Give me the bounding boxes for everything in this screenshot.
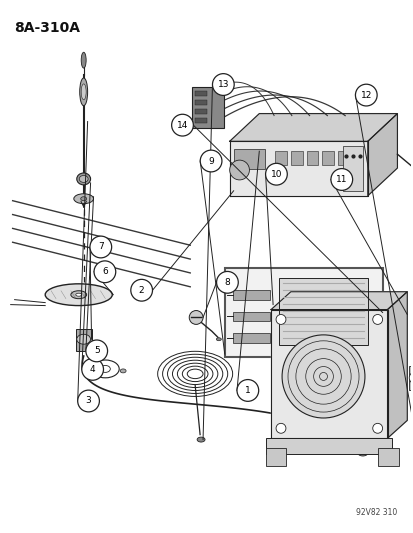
Bar [266, 438, 392, 454]
Polygon shape [387, 292, 406, 438]
Ellipse shape [76, 173, 90, 185]
Circle shape [236, 379, 258, 401]
Text: 8: 8 [224, 278, 230, 287]
Circle shape [200, 150, 221, 172]
Circle shape [90, 236, 112, 258]
Circle shape [131, 279, 152, 301]
Bar [278, 278, 367, 345]
Bar [266, 448, 285, 466]
Circle shape [330, 168, 352, 190]
Ellipse shape [71, 290, 86, 298]
Bar [408, 366, 413, 390]
Text: 12: 12 [360, 91, 371, 100]
Bar [322, 151, 333, 165]
Circle shape [281, 335, 364, 418]
Text: 14: 14 [176, 120, 188, 130]
Circle shape [82, 359, 103, 380]
Text: 2: 2 [138, 286, 144, 295]
Text: 5: 5 [94, 346, 100, 356]
Ellipse shape [45, 284, 112, 305]
Bar [377, 448, 399, 466]
Text: 6: 6 [102, 267, 107, 276]
Bar [195, 91, 206, 96]
Bar [76, 329, 91, 351]
Text: 11: 11 [335, 175, 347, 184]
Bar [192, 87, 223, 128]
Bar [195, 100, 206, 104]
Polygon shape [229, 114, 396, 141]
Circle shape [94, 261, 116, 282]
Circle shape [216, 271, 238, 293]
Circle shape [355, 84, 376, 106]
Text: 10: 10 [270, 169, 282, 179]
Bar [232, 333, 270, 343]
Bar [195, 109, 206, 114]
Bar [224, 268, 382, 357]
Ellipse shape [76, 334, 90, 344]
Text: 92V82 310: 92V82 310 [355, 508, 396, 518]
Circle shape [275, 423, 285, 433]
Text: 3: 3 [85, 397, 91, 406]
Ellipse shape [216, 338, 221, 341]
Bar [337, 151, 349, 165]
Circle shape [408, 372, 413, 384]
Circle shape [189, 311, 202, 325]
Ellipse shape [79, 175, 88, 182]
Circle shape [275, 314, 285, 325]
Text: 1: 1 [244, 386, 250, 395]
Bar [274, 151, 286, 165]
Polygon shape [367, 114, 396, 196]
Polygon shape [271, 292, 406, 310]
Text: 4: 4 [90, 365, 95, 374]
Bar [232, 311, 270, 321]
Ellipse shape [120, 369, 126, 373]
Ellipse shape [197, 437, 204, 442]
Circle shape [212, 74, 234, 95]
Bar [290, 151, 302, 165]
Ellipse shape [80, 78, 88, 106]
Circle shape [372, 423, 382, 433]
Circle shape [265, 163, 287, 185]
Circle shape [372, 314, 382, 325]
Ellipse shape [81, 197, 86, 201]
Text: 13: 13 [217, 80, 228, 89]
Polygon shape [229, 141, 367, 196]
Text: 9: 9 [208, 157, 214, 166]
Bar [232, 290, 270, 300]
Text: 7: 7 [98, 243, 103, 252]
Ellipse shape [74, 194, 93, 204]
Ellipse shape [81, 52, 86, 68]
Circle shape [78, 390, 99, 412]
Circle shape [85, 340, 107, 362]
Bar [342, 146, 362, 191]
Ellipse shape [357, 450, 367, 456]
Bar [233, 149, 265, 169]
Circle shape [229, 160, 249, 180]
Ellipse shape [81, 84, 86, 100]
Circle shape [171, 114, 193, 136]
Bar [195, 118, 206, 123]
Text: 8A-310A: 8A-310A [14, 21, 81, 35]
Ellipse shape [76, 293, 81, 296]
Polygon shape [271, 310, 387, 438]
Bar [306, 151, 318, 165]
